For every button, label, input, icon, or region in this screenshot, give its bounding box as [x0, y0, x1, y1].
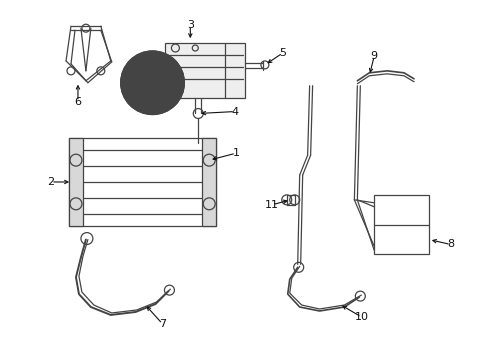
Text: 7: 7 [159, 319, 166, 329]
Bar [69, 138, 216, 226]
Text: 11: 11 [264, 200, 278, 210]
Text: 5: 5 [279, 48, 285, 58]
Text: 8: 8 [447, 239, 453, 249]
Bar [202, 138, 216, 226]
Text: 10: 10 [354, 312, 367, 322]
Text: 6: 6 [74, 96, 81, 107]
Text: 1: 1 [232, 148, 239, 158]
Bar [69, 138, 83, 226]
Text: 9: 9 [370, 51, 377, 61]
Circle shape [121, 51, 184, 114]
Bar [373, 195, 428, 255]
Bar [165, 43, 244, 98]
Text: 2: 2 [47, 177, 55, 187]
Text: 3: 3 [186, 20, 193, 30]
Text: 4: 4 [231, 107, 238, 117]
